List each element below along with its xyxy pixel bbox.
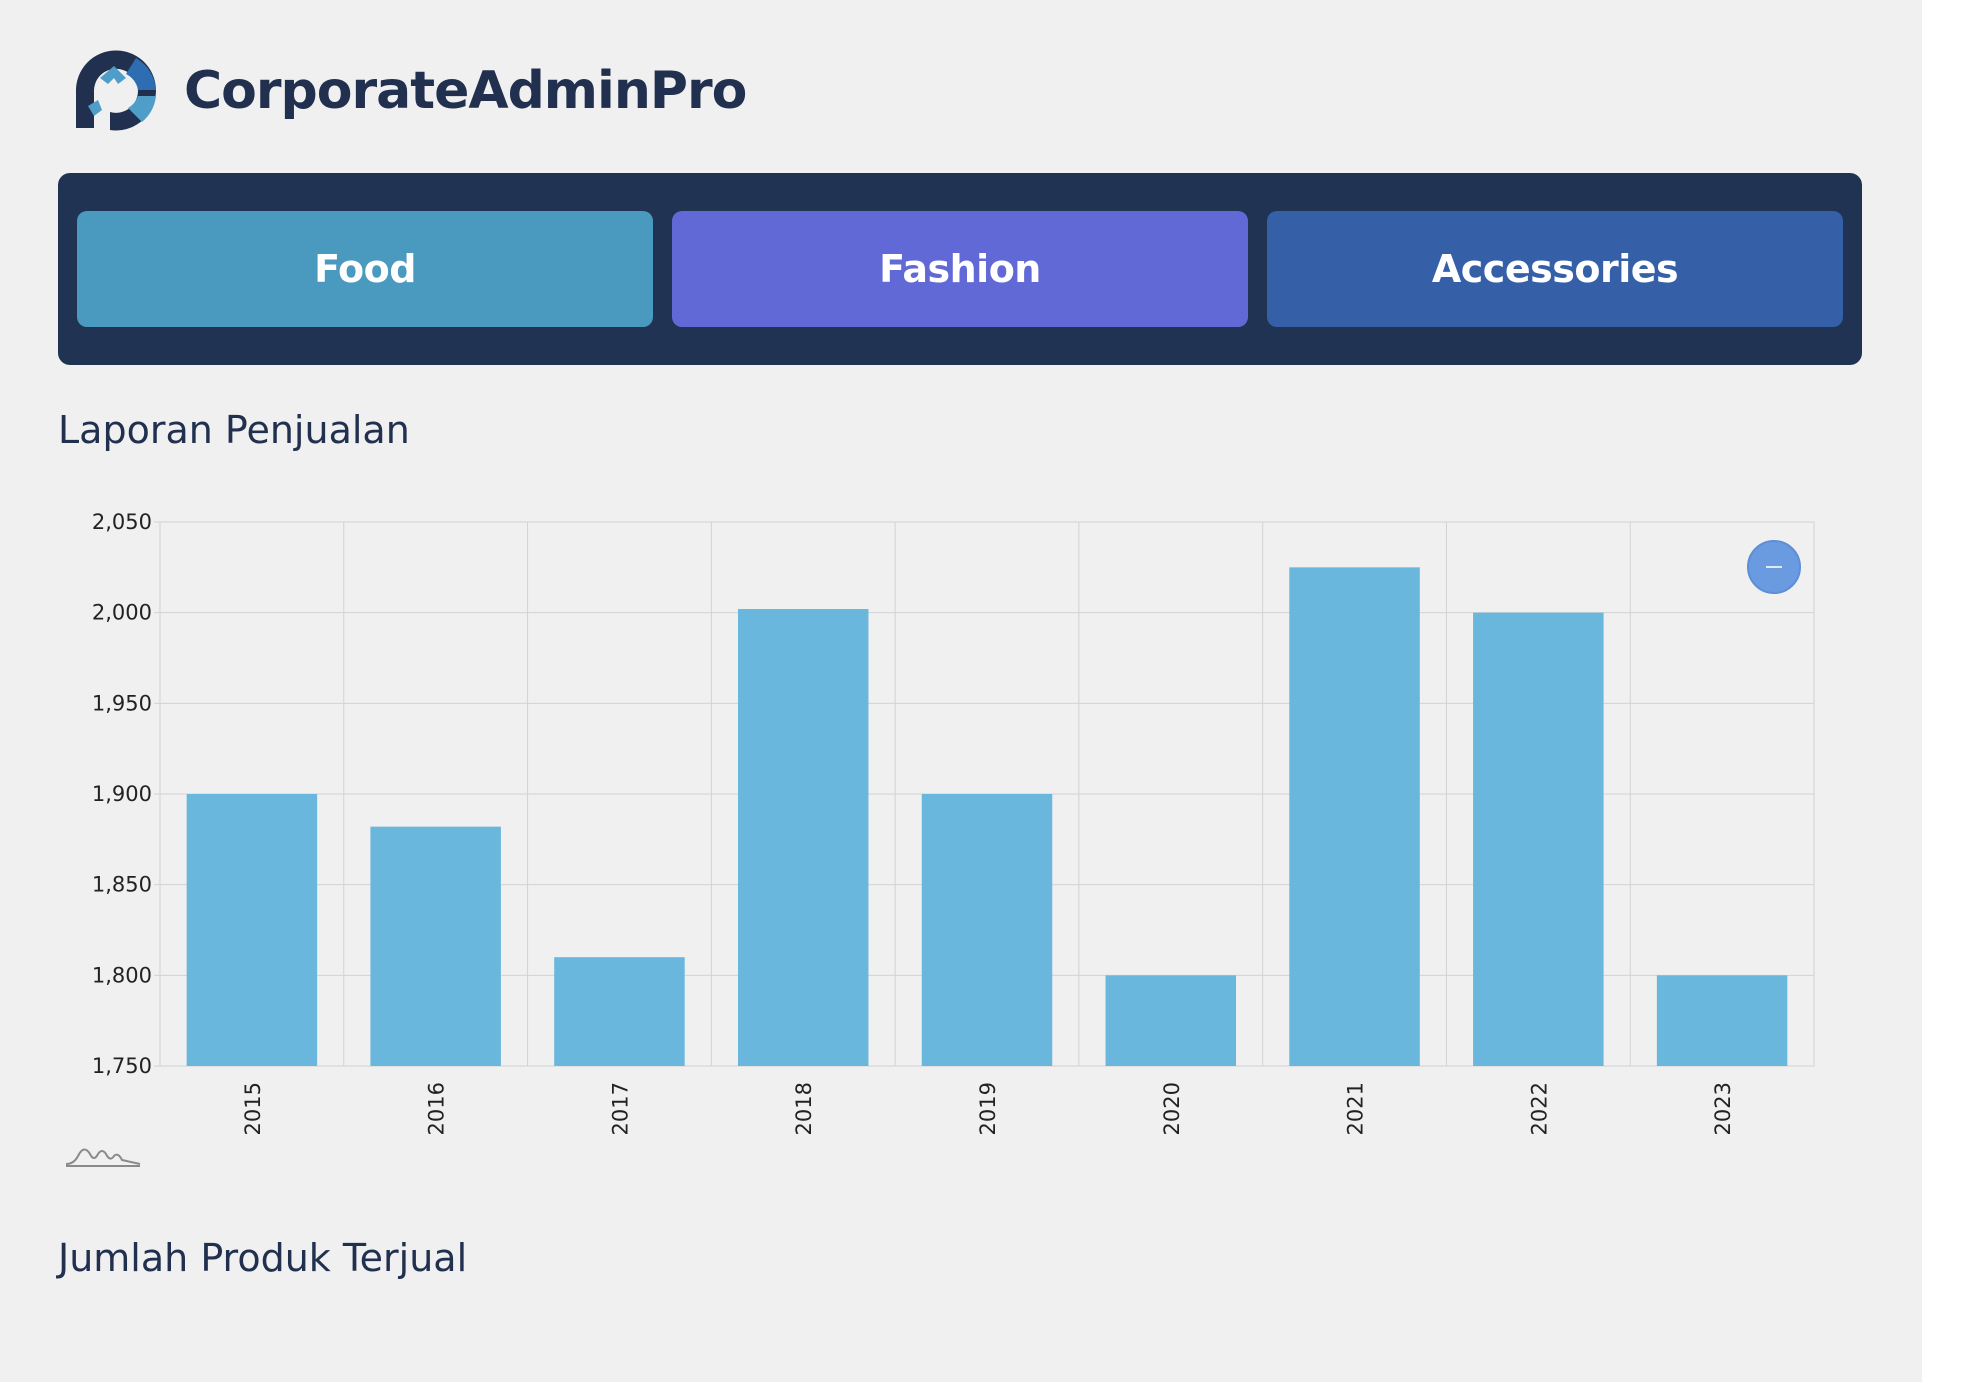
x-tick-label: 2020 [1160, 1082, 1184, 1135]
y-tick-label: 1,900 [92, 782, 152, 806]
x-tick-label: 2016 [425, 1082, 449, 1135]
bar-2016[interactable] [370, 826, 501, 1066]
sparkline-icon[interactable] [64, 1140, 144, 1170]
bar-2023[interactable] [1656, 975, 1788, 1066]
brand-name: CorporateAdminPro [184, 61, 747, 121]
brand: CorporateAdminPro [70, 46, 747, 136]
brand-logo-icon [75, 50, 156, 131]
chart-svg: 1,750 1,800 1,850 1,900 1,950 2,000 2,050 2015 2… [92, 510, 1815, 1135]
y-tick-label: 1,750 [92, 1054, 152, 1078]
bar-2021[interactable] [1289, 567, 1420, 1066]
sales-bar-chart: 1,750 1,800 1,850 1,900 1,950 2,000 2,050 2015 2… [58, 500, 1838, 1200]
x-tick-label: 2017 [608, 1082, 632, 1135]
x-tick-label: 2022 [1527, 1082, 1551, 1135]
bar-2019[interactable] [921, 794, 1053, 1066]
tab-accessories[interactable]: Accessories [1267, 211, 1843, 327]
bar-2015[interactable] [186, 794, 318, 1066]
products-sold-title: Jumlah Produk Terjual [58, 1236, 468, 1280]
x-tick-label: 2019 [976, 1082, 1000, 1135]
x-tick-label: 2023 [1711, 1082, 1735, 1135]
y-tick-label: 2,000 [92, 601, 152, 625]
minus-icon [1766, 566, 1782, 568]
bar-2022[interactable] [1473, 612, 1604, 1066]
tab-fashion[interactable]: Fashion [672, 211, 1248, 327]
y-tick-label: 1,950 [92, 691, 152, 715]
tab-food[interactable]: Food [77, 211, 653, 327]
bar-2017[interactable] [554, 957, 685, 1066]
x-tick-label: 2021 [1344, 1082, 1368, 1135]
scroll-gutter [1922, 0, 1978, 1382]
category-tabs: Food Fashion Accessories [58, 173, 1862, 365]
x-tick-label: 2015 [241, 1082, 265, 1135]
y-tick-label: 1,800 [92, 963, 152, 987]
bar-2018[interactable] [737, 609, 869, 1066]
y-tick-label: 1,850 [92, 873, 152, 897]
y-tick-label: 2,050 [92, 510, 152, 534]
bar-2020[interactable] [1105, 975, 1237, 1066]
x-tick-label: 2018 [792, 1082, 816, 1135]
chart-zoom-reset-button[interactable] [1747, 540, 1801, 594]
sales-report-title: Laporan Penjualan [58, 408, 410, 452]
